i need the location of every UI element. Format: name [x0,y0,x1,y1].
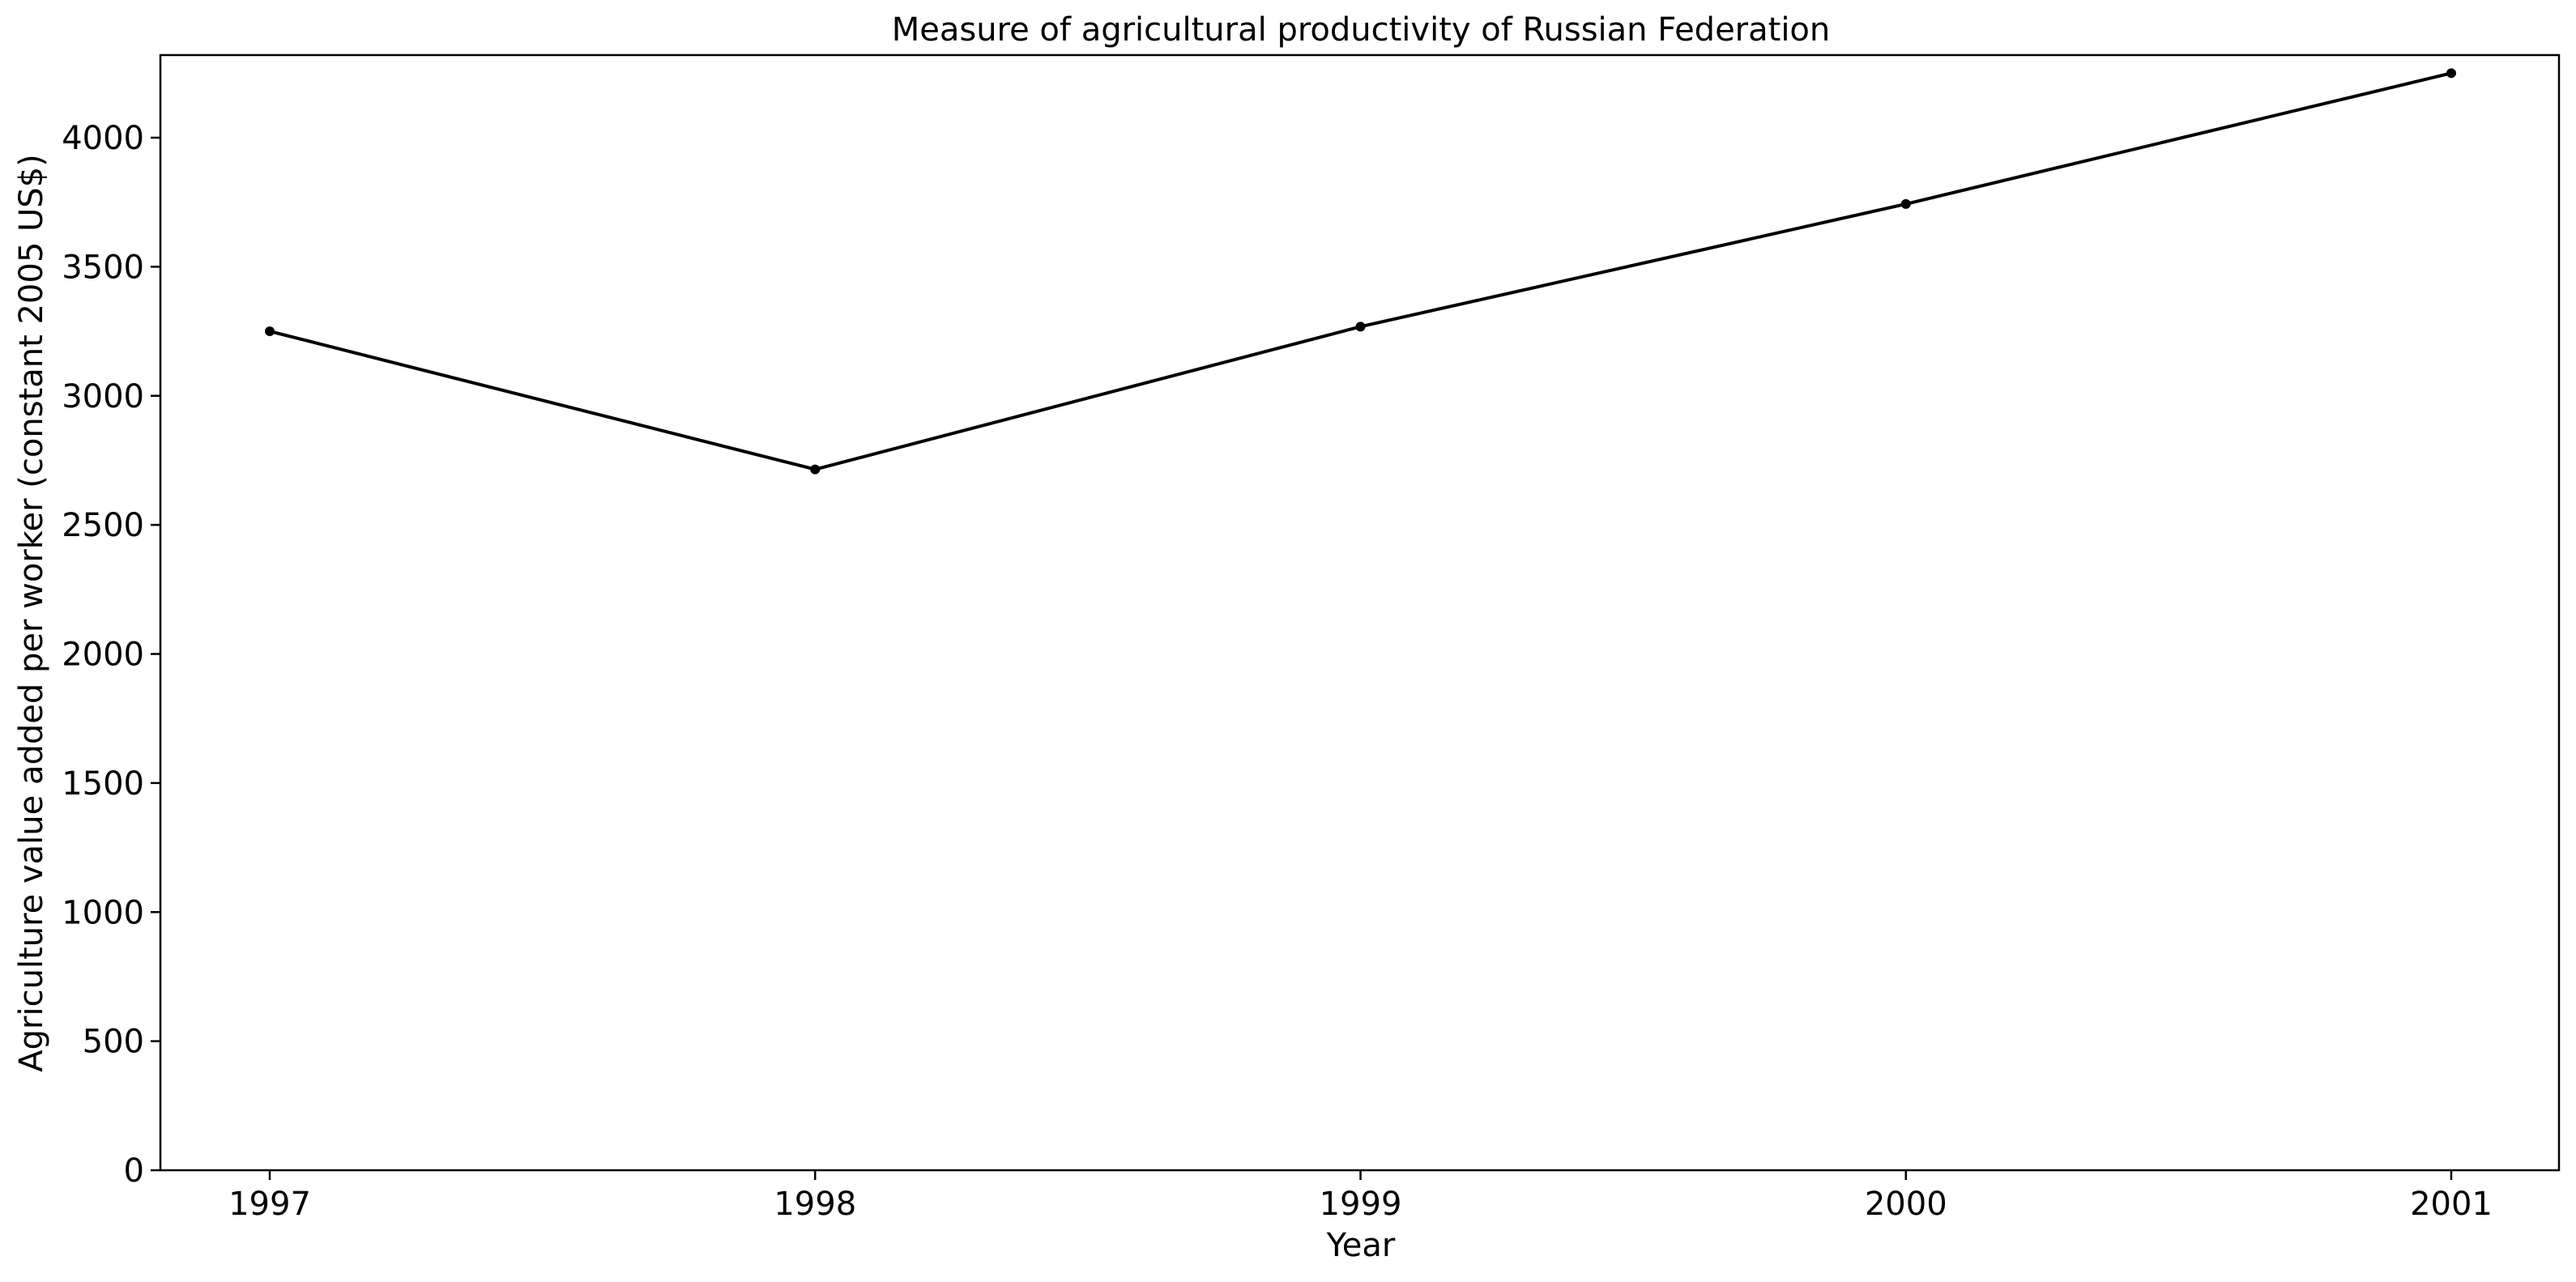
y-axis-label: Agriculture value added per worker (cons… [13,154,50,1071]
y-tick-label: 0 [124,1152,144,1190]
data-point [1355,322,1366,332]
y-tick-label: 500 [83,1024,144,1061]
plot-area-frame [159,53,2561,1172]
series-layer [265,68,2456,475]
series-line [269,71,2452,471]
x-axis-label: Year [1326,1227,1396,1264]
y-tick-label: 1500 [62,765,144,803]
x-axis: 1997 1998 1999 2000 2001 [228,1170,2493,1223]
x-tick-label: 1997 [228,1186,311,1223]
x-tick-label: 2001 [2410,1186,2493,1223]
data-point [810,464,821,475]
data-point [1900,198,1911,209]
data-point [2446,68,2456,79]
data-point [265,326,275,337]
x-tick-label: 1998 [774,1186,856,1223]
y-tick-label: 3500 [62,249,144,286]
y-tick-label: 2000 [62,637,144,674]
y-tick-label: 4000 [62,120,144,157]
y-tick-label: 1000 [62,894,144,931]
x-tick-label: 1999 [1320,1186,1402,1223]
y-axis: 0 500 1000 1500 2000 2500 3000 3500 4000 [62,120,160,1190]
y-tick-label: 2500 [62,507,144,544]
y-tick-label: 3000 [62,378,144,415]
x-tick-label: 2000 [1865,1186,1947,1223]
chart-title: Measure of agricultural productivity of … [892,11,1831,49]
